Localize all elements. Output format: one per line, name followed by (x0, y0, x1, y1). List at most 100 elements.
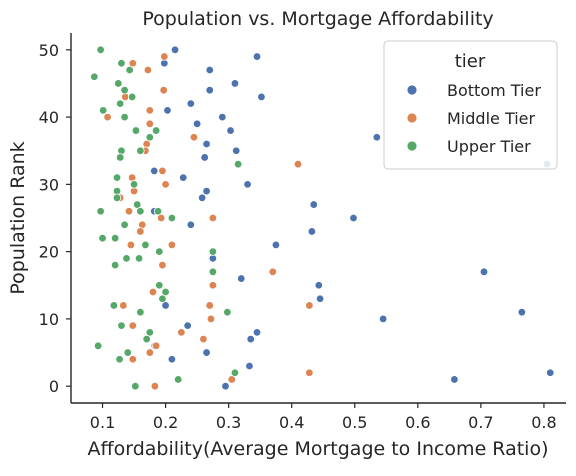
y-ticks: 0 10 20 30 40 50 (39, 41, 71, 396)
middle-tier-point (208, 281, 218, 290)
middle-tier-point (158, 260, 167, 270)
upper-tier-point (120, 220, 129, 229)
upper-tier-point (153, 207, 163, 216)
upper-tier-point (129, 180, 139, 189)
bottom-tier-point (252, 52, 262, 61)
upper-tier-point (145, 133, 155, 142)
middle-tier-point (148, 287, 158, 297)
bottom-tier-point (218, 112, 227, 122)
middle-tier-point (189, 133, 199, 142)
x-tick-label: 0.4 (279, 413, 304, 432)
upper-tier-point (142, 334, 151, 344)
middle-tier-point (305, 301, 314, 310)
bottom-tier-point (349, 213, 358, 223)
upper-tier-point (141, 240, 150, 250)
bottom-tier-point (150, 166, 159, 176)
upper-tier-point (127, 92, 137, 102)
legend-label-upper-tier: Upper Tier (447, 137, 531, 156)
bottom-tier-point (170, 45, 180, 55)
bottom-tier-point (161, 301, 170, 310)
middle-tier-point (167, 240, 177, 250)
legend-marker-upper-tier (406, 140, 418, 152)
bottom-tier-point (307, 227, 317, 236)
x-axis-title: Affordability(Average Mortgage to Income… (88, 438, 549, 460)
bottom-tier-point (372, 133, 382, 142)
bottom-tier-point (246, 334, 255, 344)
x-ticks: 0.1 0.2 0.3 0.4 0.5 0.6 0.7 0.8 (90, 403, 557, 432)
middle-tier-point (293, 159, 303, 169)
y-axis-title: Population Rank (7, 141, 29, 294)
middle-tier-point (128, 321, 137, 330)
middle-tier-point (103, 112, 112, 122)
upper-tier-point (151, 126, 161, 135)
upper-tier-point (112, 173, 122, 182)
bottom-tier-point (202, 186, 211, 196)
legend-marker-bottom-tier (406, 84, 418, 96)
upper-tier-point (117, 321, 126, 330)
bottom-tier-point (252, 328, 262, 337)
middle-tier-point (206, 314, 216, 324)
legend-label-bottom-tier: Bottom Tier (447, 81, 541, 100)
upper-tier-point (223, 307, 232, 317)
y-tick-label: 40 (39, 108, 59, 127)
bottom-tier-point (232, 146, 241, 155)
y-tick-label: 20 (39, 243, 59, 262)
bottom-tier-point (163, 106, 172, 115)
middle-tier-point (159, 85, 168, 95)
upper-tier-point (90, 72, 99, 81)
upper-tier-point (115, 99, 125, 108)
upper-tier-point (136, 146, 145, 155)
middle-tier-point (158, 166, 167, 176)
upper-tier-point (167, 213, 177, 223)
chart-title: Population vs. Mortgage Affordability (142, 8, 493, 30)
bottom-tier-point (257, 92, 266, 102)
upper-tier-point (109, 301, 119, 310)
middle-tier-point (126, 240, 136, 250)
legend-entries: Bottom Tier Middle Tier Upper Tier (406, 81, 541, 156)
upper-tier-point (173, 375, 183, 384)
legend: tier Bottom Tier Middle Tier Upper Tier (383, 40, 558, 170)
legend-frame (383, 40, 558, 170)
middle-tier-point (160, 52, 169, 61)
middle-tier-point (205, 301, 214, 310)
bottom-tier-point (245, 361, 254, 371)
middle-tier-point (199, 334, 208, 344)
middle-tier-point (150, 381, 160, 391)
upper-tier-point (115, 153, 125, 162)
middle-tier-point (268, 267, 277, 277)
upper-tier-point (96, 45, 105, 55)
middle-tier-point (151, 341, 161, 351)
upper-tier-point (112, 193, 122, 203)
middle-tier-point (161, 180, 170, 189)
upper-tier-point (131, 126, 141, 135)
upper-tier-point (136, 307, 145, 317)
legend-title: tier (455, 51, 486, 72)
upper-tier-point (136, 207, 145, 216)
middle-tier-point (136, 227, 145, 236)
x-tick-label: 0.8 (531, 413, 556, 432)
upper-tier-point (117, 146, 126, 155)
bottom-tier-point (479, 267, 489, 277)
bottom-tier-point (186, 220, 196, 229)
upper-tier-point (131, 381, 140, 391)
y-tick-label: 10 (39, 310, 59, 329)
upper-tier-point (233, 159, 243, 169)
middle-tier-point (305, 368, 314, 377)
bottom-tier-point (230, 79, 240, 88)
upper-tier-point (98, 233, 107, 243)
upper-tier-point (114, 79, 123, 88)
upper-tier-point (122, 254, 131, 263)
y-tick-label: 30 (39, 175, 59, 194)
y-tick-label: 0 (49, 377, 59, 396)
bottom-tier-point (450, 375, 459, 384)
bottom-tier-point (205, 85, 214, 95)
upper-tier-point (133, 200, 142, 209)
bottom-tier-point (192, 119, 202, 129)
upper-tier-point (98, 106, 108, 115)
bottom-tier-point (200, 153, 209, 162)
upper-tier-point (120, 85, 129, 95)
upper-tier-point (155, 247, 164, 256)
x-tick-label: 0.1 (90, 413, 115, 432)
middle-tier-point (156, 213, 166, 223)
